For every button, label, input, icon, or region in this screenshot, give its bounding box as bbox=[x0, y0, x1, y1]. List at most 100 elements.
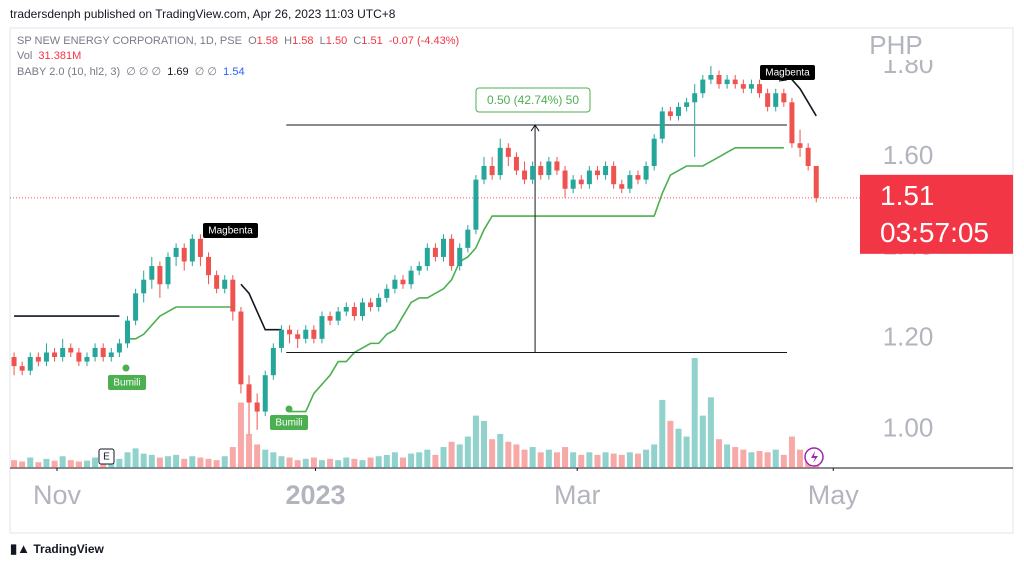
annotation-box bbox=[203, 223, 258, 238]
volume-bar bbox=[173, 454, 180, 468]
volume-bar bbox=[359, 460, 366, 468]
candle-body bbox=[700, 79, 706, 94]
volume-bar bbox=[772, 449, 779, 468]
x-tick-label: Nov bbox=[33, 480, 82, 510]
volume-bar bbox=[165, 456, 172, 468]
volume-bar bbox=[35, 462, 42, 468]
candle-body bbox=[327, 316, 333, 321]
candle-body bbox=[465, 229, 471, 248]
candle-body bbox=[359, 302, 365, 317]
candle-body bbox=[19, 366, 25, 371]
volume-bar bbox=[59, 456, 66, 468]
volume-legend: Vol 31.381M bbox=[17, 50, 81, 62]
indicator-value: 1.54 bbox=[223, 66, 245, 78]
candle-body bbox=[295, 334, 301, 339]
volume-bar bbox=[391, 452, 398, 468]
c-value: 1.51 bbox=[361, 35, 383, 47]
candle-body bbox=[813, 165, 819, 198]
candle-body bbox=[489, 165, 495, 176]
volume-bar bbox=[578, 454, 585, 468]
volume-bar bbox=[448, 441, 455, 468]
measure-label: 0.50 (42.74%) 50 bbox=[487, 93, 579, 107]
l-value: 1.50 bbox=[325, 35, 348, 47]
candle-body bbox=[368, 302, 374, 307]
volume-bar bbox=[626, 452, 633, 468]
volume-bar bbox=[140, 453, 147, 468]
resistance-line bbox=[14, 79, 817, 331]
annotation-dot bbox=[122, 364, 130, 372]
candle-body bbox=[335, 311, 341, 321]
h-label: H bbox=[284, 35, 293, 47]
volume-bar bbox=[310, 457, 317, 468]
candle-body bbox=[627, 175, 633, 189]
candle-body bbox=[586, 170, 592, 185]
volume-bar bbox=[270, 452, 277, 468]
volume-bar bbox=[788, 436, 795, 468]
volume-bar bbox=[424, 449, 431, 468]
candle-body bbox=[675, 106, 681, 116]
volume-bar bbox=[205, 458, 212, 468]
volume-bar bbox=[83, 460, 90, 468]
volume-bar bbox=[108, 461, 115, 468]
candle-body bbox=[230, 279, 236, 312]
volume-bar bbox=[562, 447, 569, 468]
volume-bar bbox=[643, 449, 650, 468]
volume-bar bbox=[456, 444, 463, 468]
candle-body bbox=[619, 184, 625, 189]
candle-body bbox=[513, 156, 519, 171]
countdown: 03:57:05 bbox=[880, 217, 989, 248]
candle-body bbox=[432, 247, 438, 257]
volume-bar bbox=[618, 454, 625, 468]
volume-bar bbox=[732, 447, 739, 468]
candle-body bbox=[52, 352, 58, 358]
indicator-nulls: ∅ ∅ ∅ bbox=[126, 66, 162, 78]
volume-bar bbox=[318, 460, 325, 468]
candle-body bbox=[570, 179, 576, 189]
volume-bar bbox=[229, 447, 236, 468]
volume-bar bbox=[11, 460, 18, 468]
event-box bbox=[98, 448, 115, 465]
annotation-label: Bumili bbox=[113, 378, 140, 389]
volume-bar bbox=[343, 457, 350, 468]
candle-body bbox=[157, 266, 163, 285]
candle-body bbox=[108, 352, 114, 358]
volume-bar bbox=[797, 449, 804, 468]
candle-body bbox=[441, 238, 447, 257]
candle-body bbox=[376, 297, 382, 307]
volume-bar bbox=[156, 457, 163, 468]
candle-body bbox=[546, 161, 552, 176]
x-tick-label: May bbox=[808, 480, 860, 510]
candle-body bbox=[765, 93, 771, 107]
candle-body bbox=[287, 329, 293, 335]
candle-body bbox=[538, 165, 544, 176]
volume-bar bbox=[399, 457, 406, 468]
volume-bar bbox=[92, 457, 99, 468]
event-marker: E bbox=[103, 452, 110, 463]
candle-body bbox=[100, 347, 106, 358]
measure-box bbox=[475, 87, 591, 113]
bolt-glyph bbox=[811, 451, 818, 463]
candle-body bbox=[424, 247, 430, 267]
volume-bar bbox=[610, 453, 617, 468]
candle-body bbox=[262, 375, 268, 412]
h-value: 1.58 bbox=[292, 35, 314, 47]
candle-body bbox=[173, 247, 179, 257]
volume-bar bbox=[294, 460, 301, 468]
candle-body bbox=[133, 293, 139, 321]
volume-bar bbox=[189, 456, 196, 468]
candle-body bbox=[449, 238, 455, 267]
candle-body bbox=[165, 256, 171, 285]
candle-body bbox=[270, 347, 276, 376]
volume-bar bbox=[408, 453, 415, 468]
volume-bar bbox=[570, 452, 577, 468]
x-tick-label: 2023 bbox=[285, 480, 345, 510]
candle-body bbox=[254, 402, 260, 412]
candle-body bbox=[781, 93, 787, 103]
candle-body bbox=[505, 147, 511, 157]
o-value: 1.58 bbox=[256, 35, 279, 47]
candle-body bbox=[789, 102, 795, 144]
annotation-dot bbox=[285, 405, 293, 413]
candle-body bbox=[740, 84, 746, 89]
candle-body bbox=[732, 79, 738, 85]
volume-bar bbox=[75, 461, 82, 468]
